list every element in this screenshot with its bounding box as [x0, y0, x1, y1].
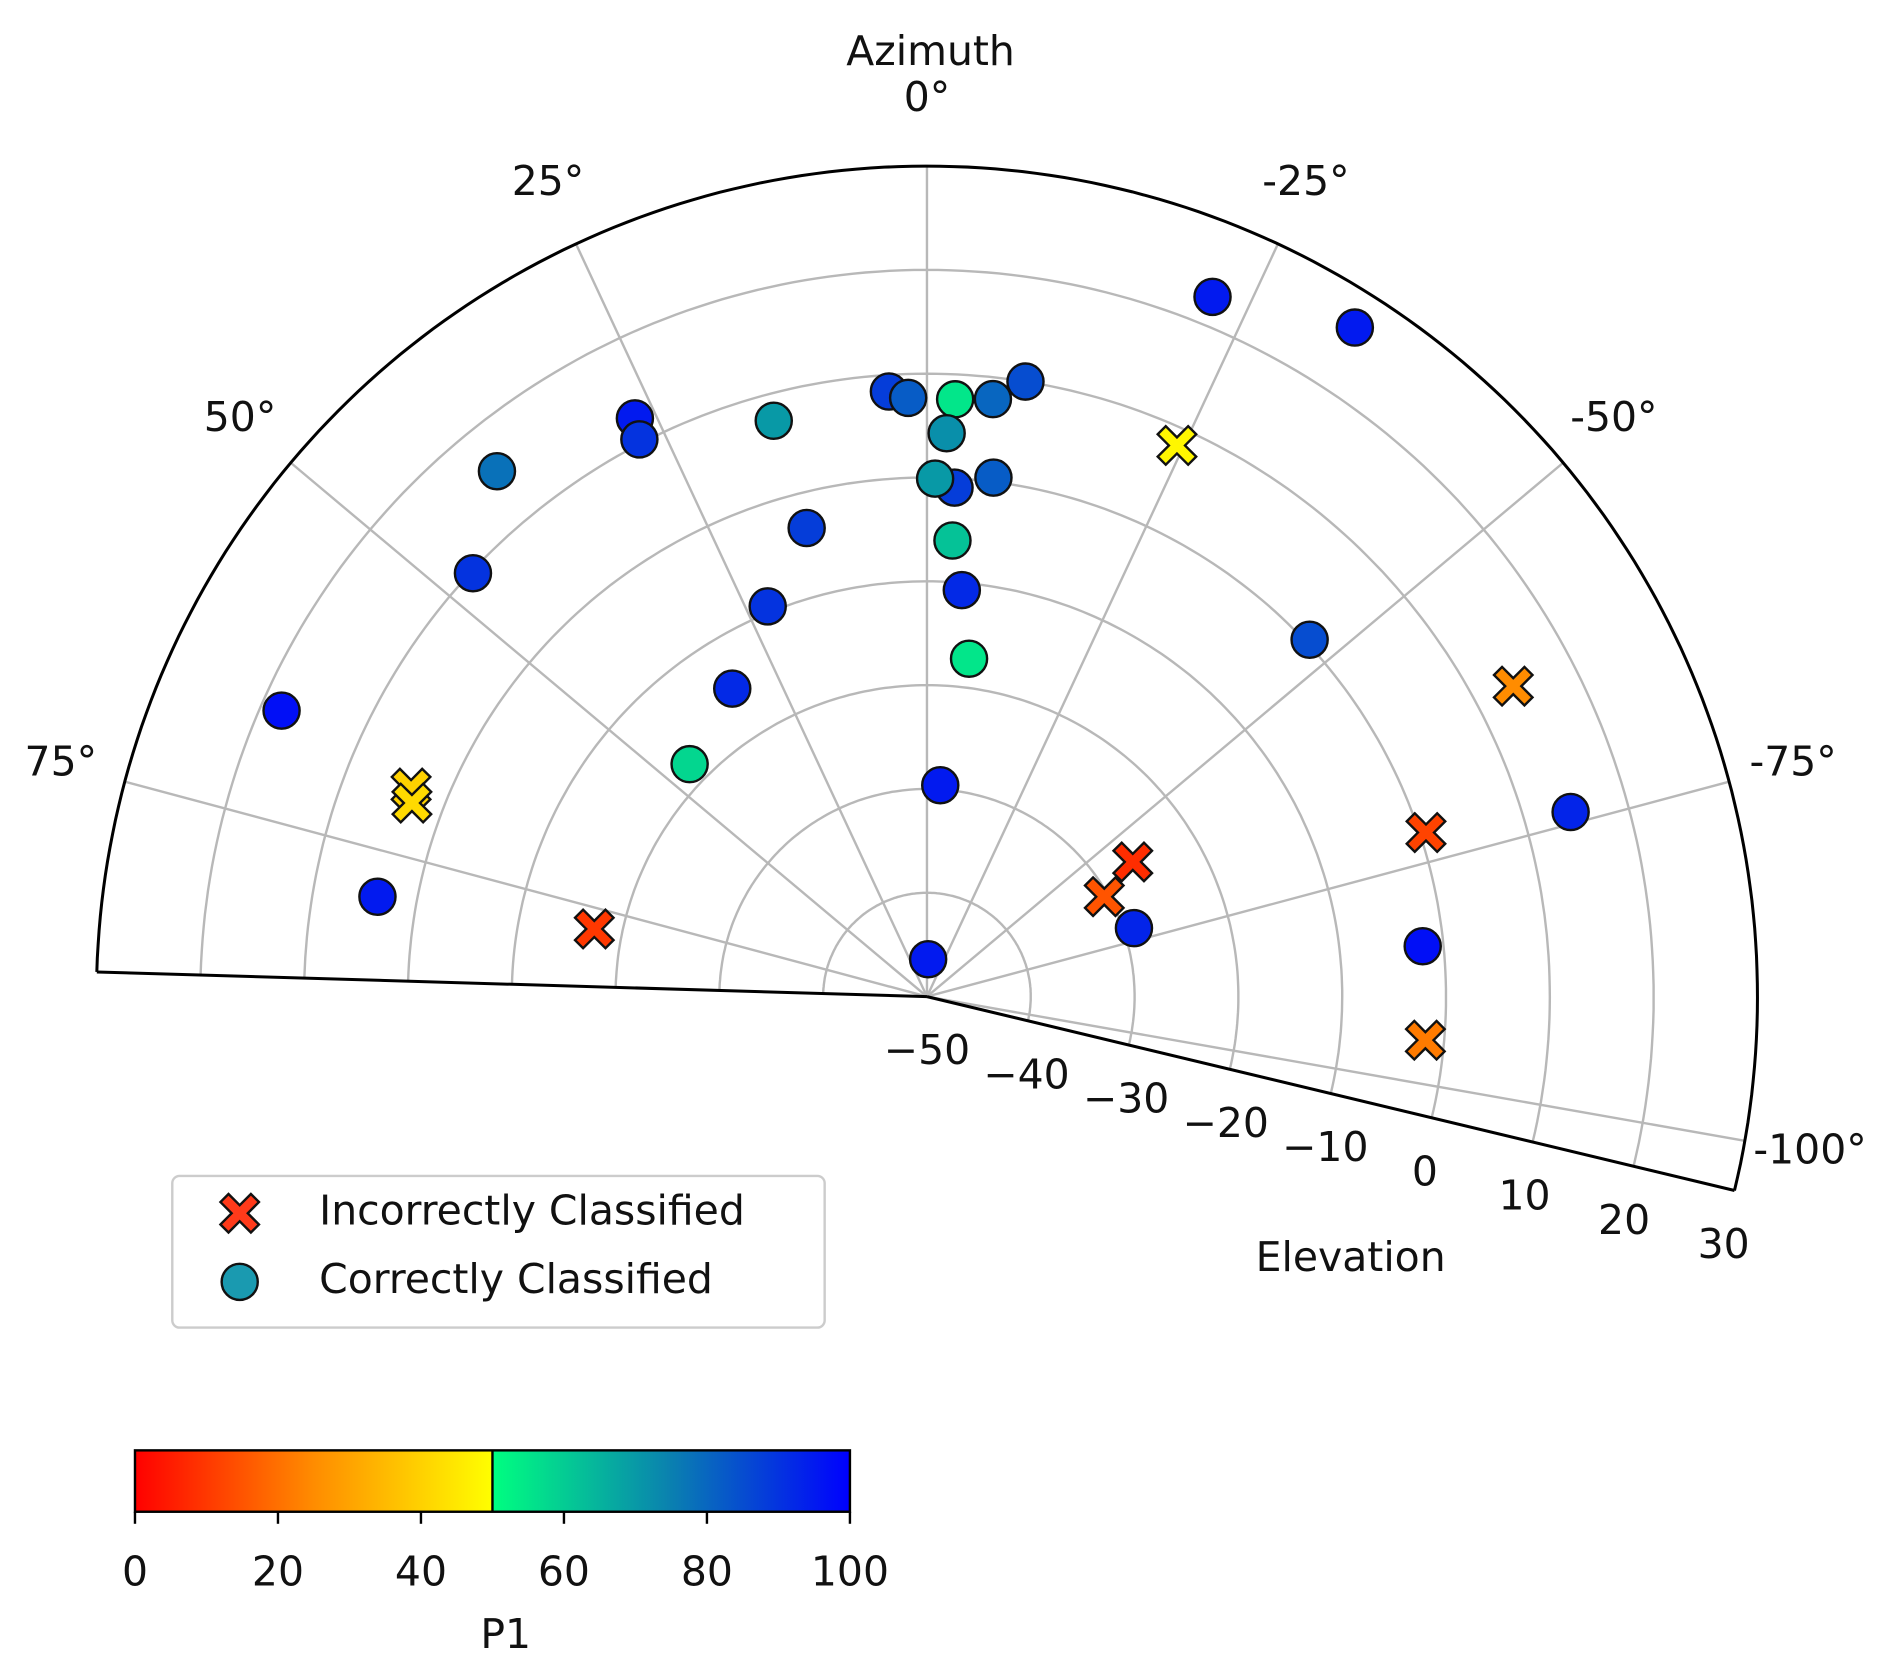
r-tick-label: −40 [983, 1050, 1069, 1098]
x-marker [1492, 665, 1535, 708]
grid-spoke [289, 461, 928, 998]
r-tick-label: −50 [884, 1026, 970, 1074]
circle-marker [927, 413, 966, 453]
circle-marker [949, 639, 989, 678]
legend-label: Correctly Classified [319, 1255, 713, 1303]
grid-spoke [926, 780, 1730, 998]
circle-marker [358, 877, 397, 916]
circle-marker [1403, 926, 1442, 966]
outer-edge [95, 164, 1759, 1191]
legend-box [171, 1174, 826, 1329]
circle-marker [974, 458, 1013, 497]
circle-marker [477, 451, 517, 491]
circle-marker [262, 691, 301, 730]
theta-tick-label: 0° [904, 73, 950, 121]
theta-tick-label: 25° [512, 157, 585, 205]
circle-marker [1193, 277, 1232, 317]
circle-marker [1114, 908, 1154, 948]
circle-marker [915, 459, 955, 498]
theta-tick-label: -75° [1749, 738, 1836, 786]
colorbar-tick-label: 100 [811, 1547, 889, 1595]
x-marker [1111, 840, 1154, 883]
theta-tick-label: 50° [204, 393, 277, 441]
circle-marker [754, 401, 794, 441]
r-tick-label: 20 [1598, 1196, 1650, 1244]
circle-marker [908, 939, 948, 979]
r-tick-label: −30 [1083, 1075, 1169, 1123]
theta-tick-label: -25° [1262, 157, 1349, 205]
x-marker [1405, 811, 1447, 854]
r-tick-label: −10 [1282, 1123, 1368, 1171]
grid-spoke [925, 243, 1280, 998]
circle-marker [748, 587, 787, 626]
r-axis-label: Elevation [1256, 1233, 1446, 1281]
colorbar-tick-label: 0 [122, 1547, 148, 1595]
grid-ring [614, 684, 1240, 1070]
circle-marker [942, 570, 982, 610]
sector-edge [96, 970, 928, 999]
grid-ring [822, 891, 1032, 1022]
x-marker [390, 782, 433, 825]
x-marker [1083, 875, 1126, 918]
circle-marker [1006, 362, 1045, 401]
circle-marker [973, 379, 1013, 419]
circle-marker [933, 521, 972, 560]
colorbar-tick-label: 60 [538, 1547, 590, 1595]
circle-marker [1551, 792, 1590, 832]
grid-spoke [574, 243, 929, 998]
x-marker [1155, 424, 1198, 467]
legend-label: Incorrectly Classified [319, 1186, 745, 1234]
colorbar-tick-label: 80 [681, 1547, 733, 1595]
circle-marker [935, 380, 975, 419]
legend: Incorrectly Classified Correctly Classifi… [171, 1174, 826, 1329]
legend-marker [220, 1262, 259, 1302]
colorbar-label: P1 [480, 1610, 531, 1658]
x-marker [573, 907, 616, 950]
x-marker [1404, 1019, 1447, 1062]
circle-marker [921, 765, 960, 805]
theta-tick-label: 75° [25, 738, 98, 786]
grid-spoke [926, 995, 1746, 1143]
circle-marker [453, 553, 493, 593]
circle-marker [712, 669, 752, 708]
r-tick-label: −20 [1183, 1099, 1269, 1147]
grid-spoke [926, 461, 1564, 998]
grid-ring [510, 580, 1344, 1094]
grid-ring [199, 268, 1655, 1167]
colorbar-tick-label: 20 [252, 1547, 304, 1595]
theta-tick-label: -50° [1570, 393, 1657, 441]
circle-marker [1290, 620, 1329, 660]
circle-marker [1335, 308, 1375, 347]
r-tick-label: 10 [1498, 1172, 1550, 1220]
colorbar-tick-label: 40 [395, 1547, 447, 1595]
circle-marker [620, 420, 659, 459]
r-tick-label: 30 [1698, 1220, 1750, 1268]
theta-axis-label: Azimuth [846, 27, 1015, 75]
legend-marker [218, 1192, 261, 1235]
r-tick-label: 0 [1412, 1147, 1438, 1195]
theta-tick-label: -100° [1753, 1125, 1866, 1173]
sector-edge [926, 995, 1735, 1192]
circle-marker [888, 378, 928, 418]
circle-marker [670, 744, 709, 784]
circle-marker [787, 508, 826, 548]
grid-spoke [124, 780, 928, 998]
